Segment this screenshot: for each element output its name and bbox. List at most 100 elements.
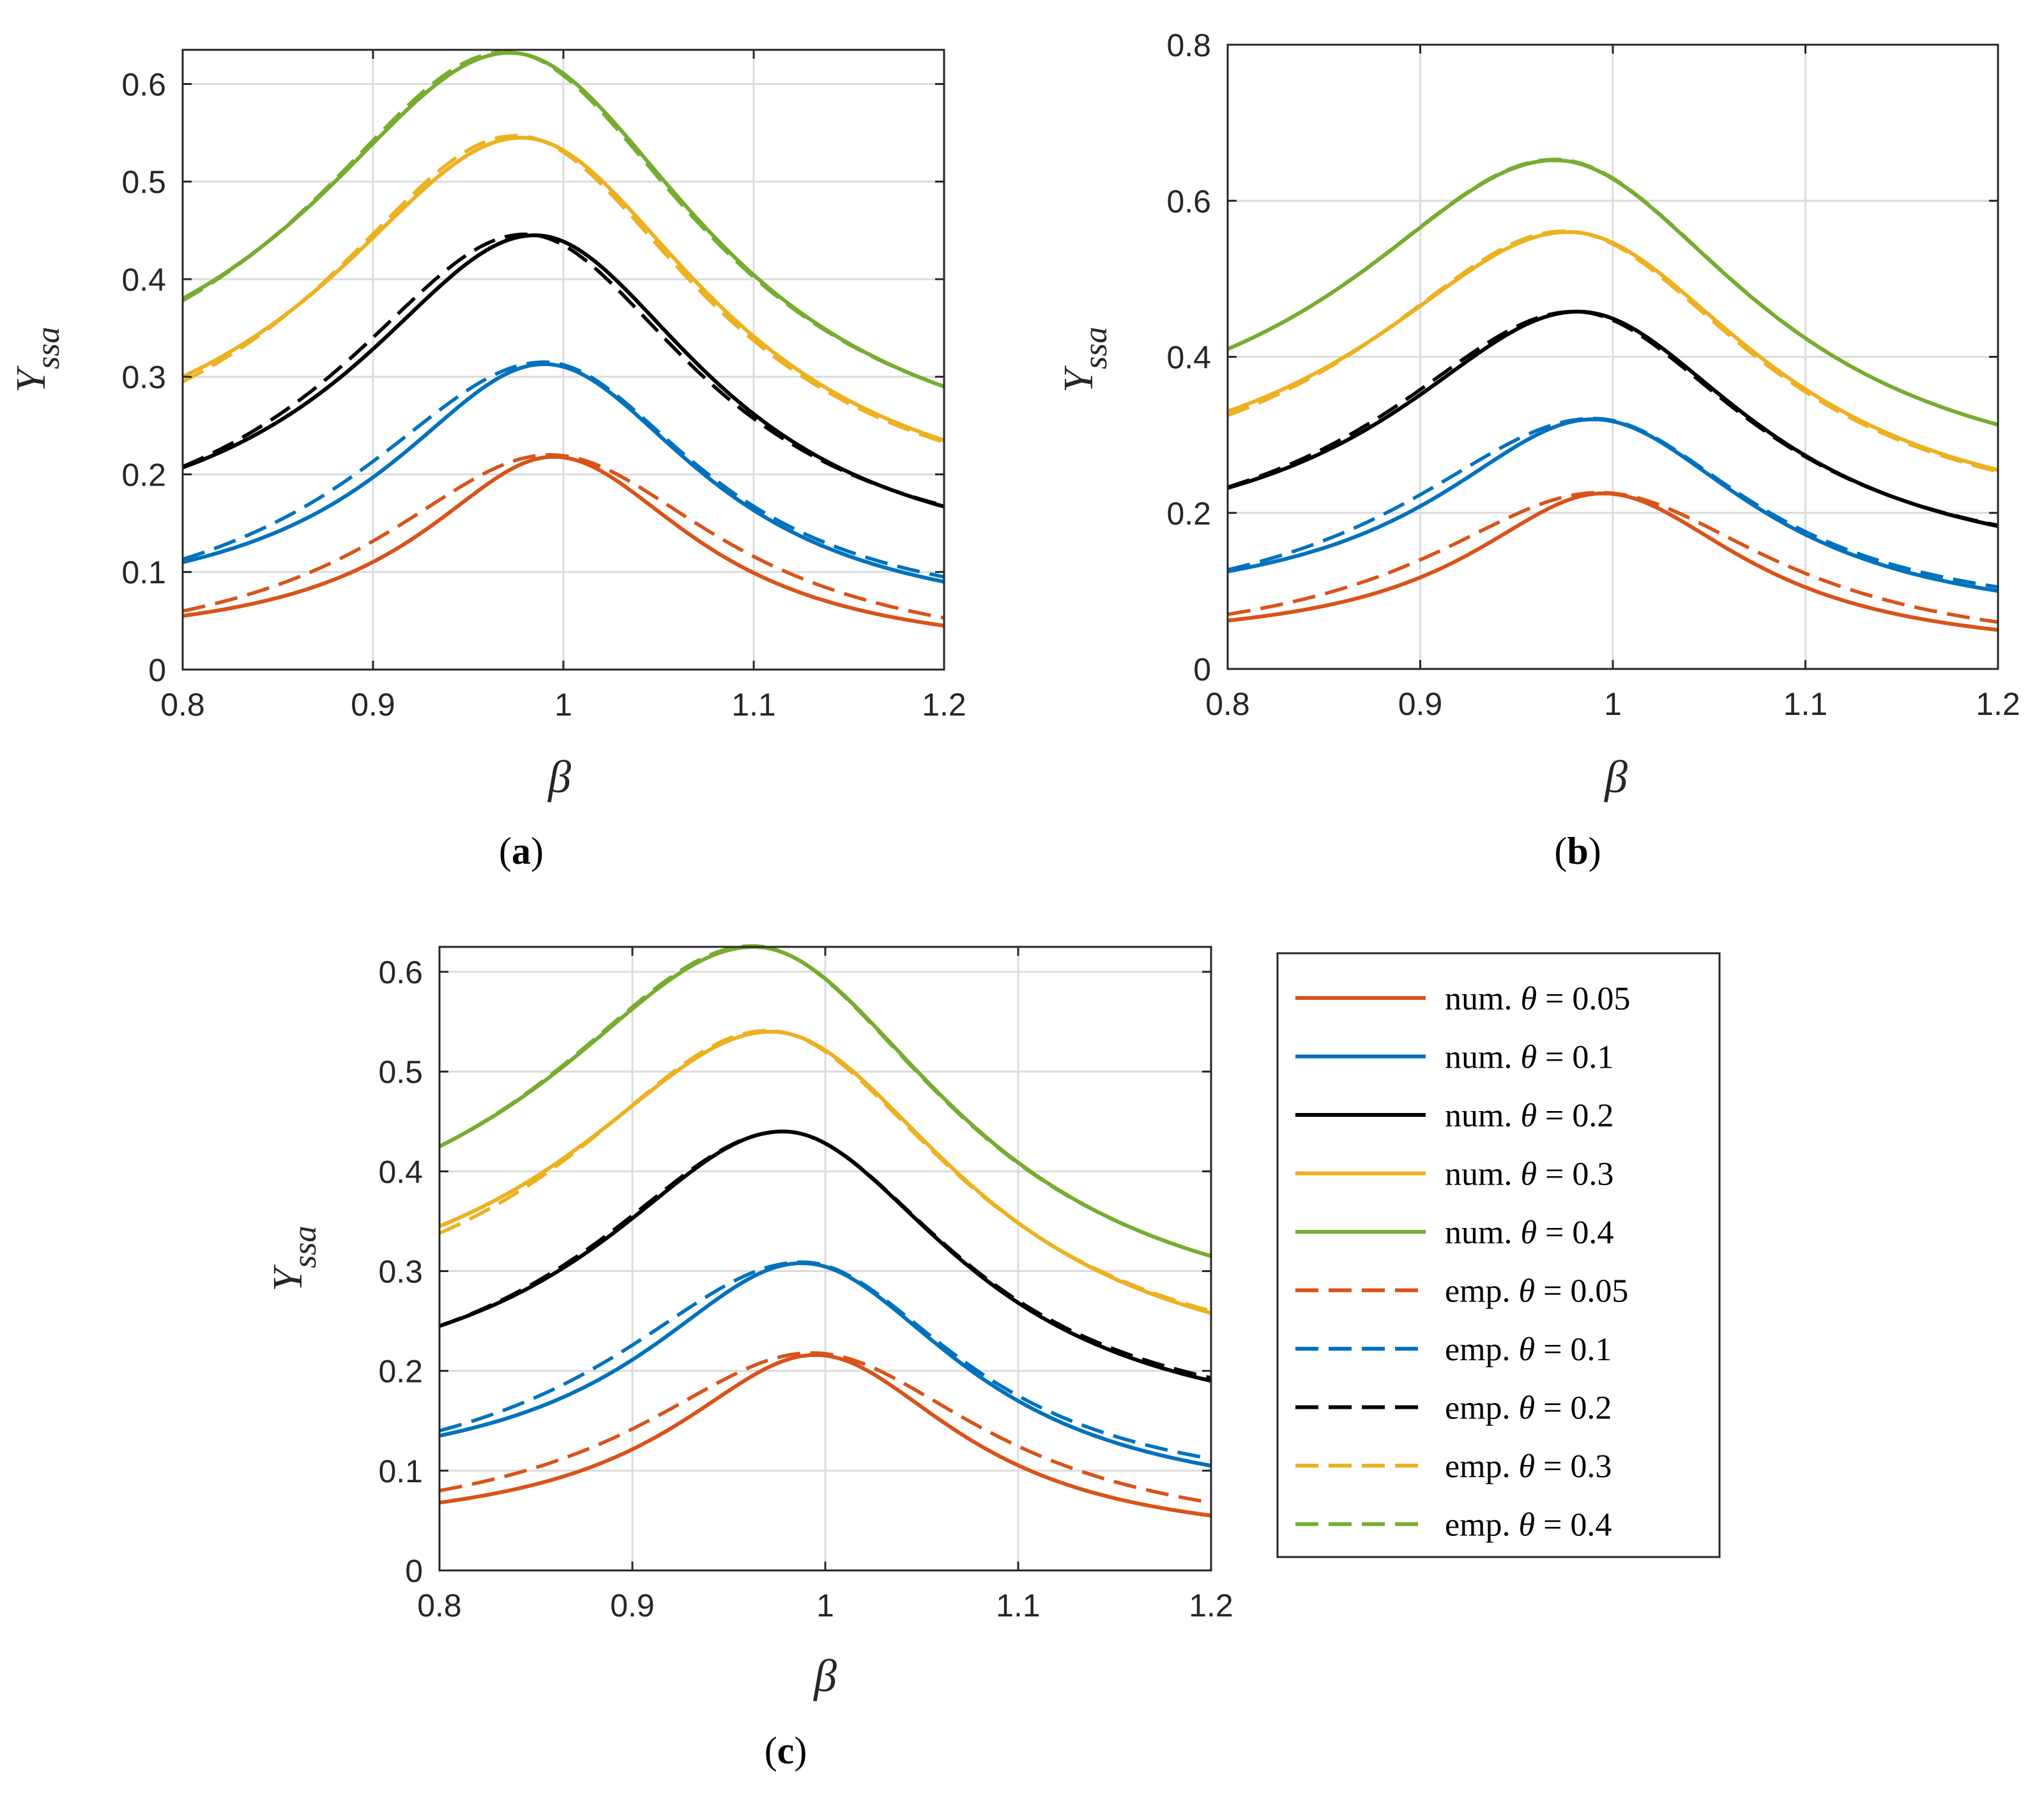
legend-prefix: num. (1445, 1215, 1520, 1251)
x-tick-label: 1.2 (1189, 1588, 1233, 1623)
legend-value: = 0.2 (1537, 1098, 1613, 1134)
subfigure-letter: b (1567, 830, 1588, 872)
legend-entry-label: num. θ = 0.4 (1445, 1215, 1613, 1251)
x-tick-label: 0.9 (1398, 686, 1443, 722)
series-line-emp (181, 50, 945, 388)
x-tick-label: 1.2 (922, 687, 966, 723)
legend-value: = 0.3 (1535, 1448, 1612, 1485)
legend-entry-label: num. θ = 0.1 (1445, 1040, 1613, 1076)
x-tick-label: 0.9 (610, 1588, 655, 1623)
legend-box (1276, 952, 1721, 1558)
y-tick-label: 0.2 (121, 457, 166, 493)
subfigure-letter: a (512, 830, 531, 872)
legend-entry-label: emp. θ = 0.2 (1445, 1390, 1612, 1427)
grid (1228, 45, 1998, 669)
y-axis-label-main: Y (8, 365, 54, 393)
y-tick-label: 0.3 (378, 1254, 423, 1290)
x-tick-label: 0.8 (417, 1588, 462, 1623)
series-line-num (181, 233, 945, 509)
legend-entry-label: num. θ = 0.05 (1445, 981, 1630, 1017)
legend-entry-label: num. θ = 0.3 (1445, 1156, 1613, 1193)
panel-a: 0.8 0.9 1 1.1 1.2 0 0.1 0.2 0.3 0.4 0.5 0.6 β Yssa (a) (8, 49, 966, 872)
legend-prefix: emp. (1445, 1331, 1519, 1368)
legend-value: = 0.1 (1537, 1040, 1613, 1076)
x-tick-label: 0.9 (351, 687, 395, 723)
series-line-num (439, 1353, 1212, 1518)
y-tick-label: 0 (405, 1553, 423, 1589)
y-tick-label: 0.5 (121, 164, 166, 200)
x-tick-label: 1.1 (1783, 686, 1828, 722)
x-tick-label: 0.8 (1205, 686, 1250, 722)
subfigure-paren-close: ) (531, 830, 544, 872)
y-tick-label: 0.4 (121, 262, 166, 298)
y-tick-label: 0.1 (121, 555, 166, 590)
y-tick-label: 0.1 (378, 1454, 423, 1489)
x-tick-label: 1.1 (996, 1588, 1041, 1623)
subfigure-paren-close: ) (794, 1730, 807, 1772)
x-tick-label: 1 (816, 1588, 834, 1623)
subfigure-label: (a) (499, 830, 544, 872)
legend-theta: θ (1519, 1448, 1536, 1485)
legend-theta: θ (1519, 1331, 1536, 1368)
x-tick-label: 1.2 (1976, 686, 2020, 722)
series-line-emp (181, 232, 945, 508)
series-line-emp (438, 944, 1212, 1258)
series-line-emp (1227, 229, 1999, 473)
y-tick-label: 0.4 (378, 1154, 423, 1190)
legend-entry-label: emp. θ = 0.4 (1445, 1507, 1612, 1544)
legend-prefix: num. (1445, 981, 1520, 1017)
panel-b: 0.8 0.9 1 1.1 1.2 0 0.2 0.4 0.6 0.8 β Yssa (b) (1055, 27, 2020, 872)
y-axis-label-main: Y (264, 1264, 311, 1292)
legend-value: = 0.2 (1535, 1390, 1612, 1427)
legend-theta: θ (1519, 1390, 1536, 1427)
legend-theta: θ (1520, 1040, 1537, 1076)
legend-value: = 0.05 (1537, 981, 1630, 1017)
legend-prefix: emp. (1445, 1273, 1519, 1310)
legend-value: = 0.05 (1535, 1273, 1628, 1310)
legend-entry-label: emp. θ = 0.3 (1445, 1448, 1612, 1485)
legend-value: = 0.4 (1537, 1215, 1613, 1251)
series-line-emp (1227, 309, 1999, 527)
subfigure-paren-open: ( (499, 830, 512, 872)
subfigure-paren-open: ( (1554, 830, 1567, 872)
series-line-emp (439, 1351, 1212, 1505)
y-tick-label: 0.6 (1166, 183, 1211, 219)
y-tick-label: 0.2 (1166, 496, 1211, 532)
y-axis-label: Yssa (1055, 326, 1114, 392)
legend-theta: θ (1520, 1215, 1537, 1251)
legend-prefix: emp. (1445, 1448, 1519, 1485)
legend-prefix: emp. (1445, 1390, 1519, 1427)
legend-theta: θ (1520, 981, 1537, 1017)
y-axis-label-main: Y (1055, 365, 1102, 393)
subfigure-label: (c) (765, 1730, 807, 1772)
subfigure-label: (b) (1554, 830, 1601, 872)
series-line-emp (1226, 157, 1999, 427)
legend-entry-label: emp. θ = 0.1 (1445, 1331, 1612, 1368)
y-tick-label: 0.6 (378, 955, 423, 990)
series-line-emp (1227, 417, 1999, 589)
legend-value: = 0.4 (1535, 1507, 1612, 1544)
x-axis-label: β (812, 1650, 837, 1701)
x-tick-label: 1 (1604, 686, 1622, 722)
x-axis-label: β (1603, 751, 1628, 802)
grid (439, 947, 1211, 1570)
y-axis-label-subscript: ssa (1078, 326, 1114, 369)
y-axis-label-subscript: ssa (30, 326, 66, 369)
y-axis-label-subscript: ssa (287, 1225, 323, 1268)
series-line-emp (182, 453, 945, 620)
legend-prefix: num. (1445, 1156, 1520, 1193)
y-tick-label: 0.3 (121, 360, 166, 395)
legend-prefix: num. (1445, 1040, 1520, 1076)
series-line-emp (181, 134, 945, 444)
y-tick-label: 0 (1193, 652, 1211, 687)
legend-prefix: num. (1445, 1098, 1520, 1134)
y-tick-label: 0.2 (378, 1354, 423, 1390)
series-line-emp (438, 1029, 1212, 1313)
series-line-emp (439, 1260, 1212, 1461)
x-tick-label: 0.8 (160, 687, 205, 723)
subfigure-paren-close: ) (1589, 830, 1601, 872)
y-tick-label: 0.4 (1166, 340, 1211, 376)
y-axis-label: Yssa (8, 326, 66, 392)
